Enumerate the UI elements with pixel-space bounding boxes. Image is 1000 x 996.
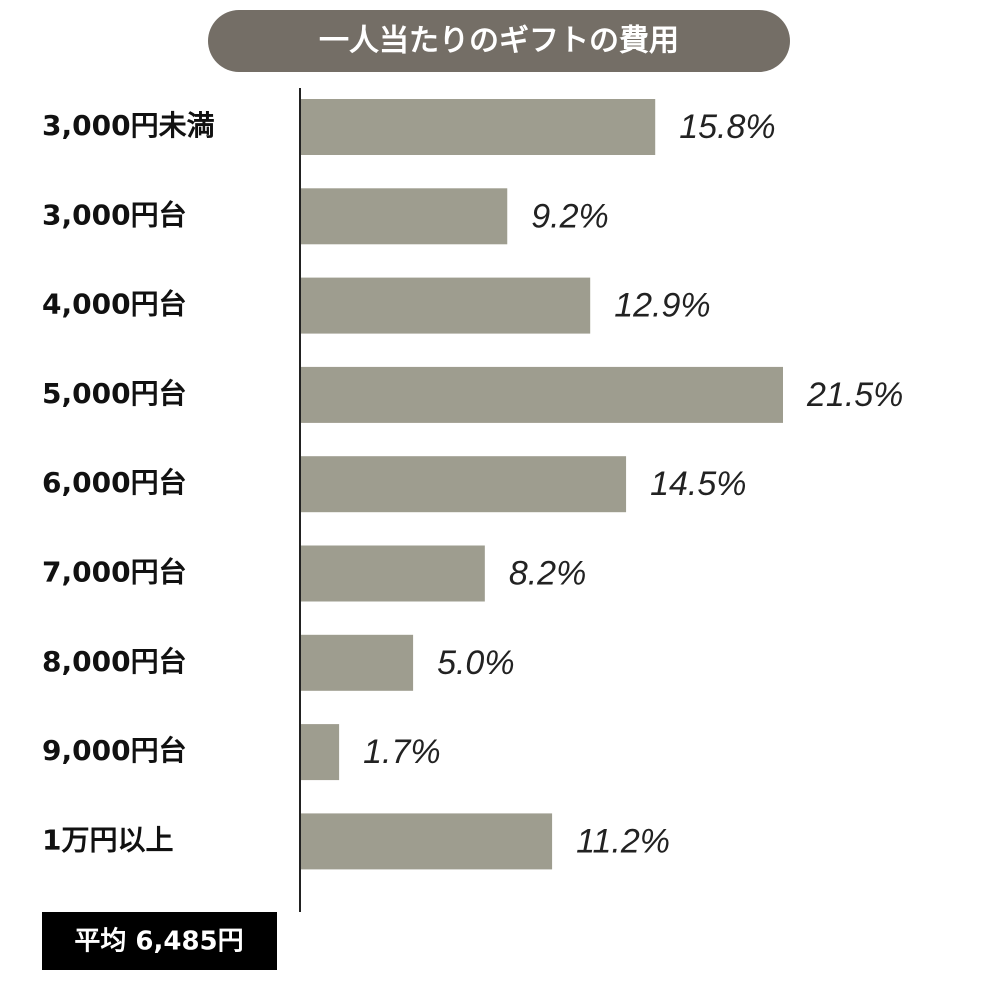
bar [301,634,414,691]
bar [301,813,553,870]
value-label: 9.2% [531,197,609,235]
bar [301,545,485,602]
category-label: 6,000円台 [42,466,187,499]
value-label: 14.5% [650,465,746,503]
bar [301,724,340,781]
bar [301,188,508,245]
category-label: 8,000円台 [42,645,187,678]
value-label: 5.0% [437,644,515,682]
value-label: 21.5% [806,376,903,414]
chart-title: 一人当たりのギフトの費用 [319,24,679,59]
value-label: 11.2% [576,822,670,860]
value-label: 15.8% [679,108,775,146]
bar [301,456,627,513]
category-label: 4,000円台 [42,288,187,321]
category-label: 7,000円台 [42,556,187,589]
category-label: 1万円以上 [42,823,173,856]
category-label: 3,000円台 [42,198,187,231]
bar [301,277,591,334]
value-label: 1.7% [363,733,441,771]
value-label: 12.9% [614,287,710,325]
value-label: 8.2% [509,554,586,592]
title-pill [208,10,790,72]
note-box [42,912,277,970]
note: 平均 6,485円 [74,927,243,957]
bar [301,99,656,155]
bar [301,366,783,423]
category-label: 5,000円台 [42,377,187,410]
category-label: 3,000円未満 [42,109,215,142]
category-label: 9,000円台 [42,734,187,767]
